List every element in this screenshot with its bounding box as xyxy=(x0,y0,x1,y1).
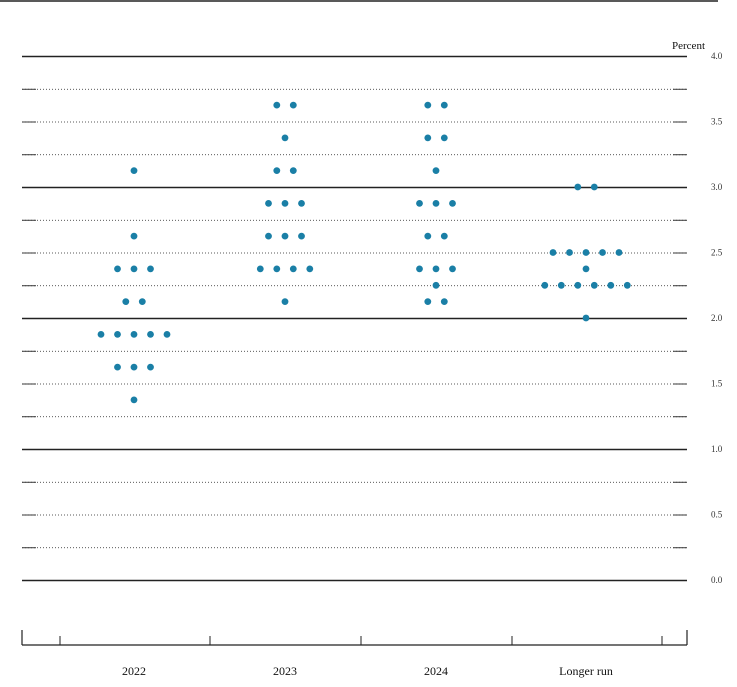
x-axis-category-labels: 2022 2023 2024 Longer run xyxy=(122,664,613,678)
dot-point xyxy=(590,183,598,191)
dot-point xyxy=(130,363,138,371)
dot-point xyxy=(289,101,297,109)
dot-point xyxy=(582,265,590,273)
dot-point xyxy=(114,363,121,371)
dot-point xyxy=(130,232,138,240)
dots xyxy=(97,101,631,404)
dot-point xyxy=(424,298,432,305)
dot-point xyxy=(615,249,623,256)
dot-point xyxy=(256,265,264,273)
dot-point xyxy=(440,298,448,305)
dot-point xyxy=(582,314,590,322)
dot-point xyxy=(289,265,297,273)
dot-point xyxy=(416,265,423,273)
y-tick-label: 2.0 xyxy=(711,313,723,323)
dot-point xyxy=(549,249,557,256)
dot-point xyxy=(416,200,423,207)
dot-point xyxy=(557,281,565,289)
dot-point xyxy=(306,265,314,273)
dot-point xyxy=(599,249,606,256)
dot-point xyxy=(163,331,171,338)
y-axis-tick-labels: 0.0 0.5 1.0 1.5 2.0 2.5 3.0 3.5 4.0 xyxy=(711,51,723,585)
dot-point xyxy=(424,134,432,142)
dot-point xyxy=(147,265,154,273)
dot-point xyxy=(130,396,138,404)
dot-point xyxy=(273,101,281,109)
dot-point xyxy=(574,183,582,191)
dot-point xyxy=(289,167,297,175)
dot-point xyxy=(273,265,281,273)
dot-point xyxy=(440,101,448,109)
dot-point xyxy=(432,200,440,207)
y-tick-label: 3.0 xyxy=(711,182,723,192)
dot-point xyxy=(582,249,590,256)
dot-point xyxy=(281,232,289,240)
dot-point xyxy=(449,200,456,207)
y-axis-unit-label: Percent xyxy=(672,40,705,52)
y-tick-label: 0.0 xyxy=(711,575,723,585)
y-tick-label: 1.0 xyxy=(711,444,723,454)
dot-point xyxy=(432,167,440,175)
dot-point xyxy=(432,265,440,273)
dot-point xyxy=(130,265,138,273)
dot-point xyxy=(281,134,289,142)
dot-point xyxy=(623,281,631,289)
dot-point xyxy=(130,331,138,338)
dot-point xyxy=(424,101,432,109)
x-category-label: 2022 xyxy=(122,664,146,678)
dot-point xyxy=(607,281,615,289)
y-tick-label: 3.5 xyxy=(711,117,723,127)
dot-point xyxy=(566,249,573,256)
y-tick-label: 4.0 xyxy=(711,51,723,61)
x-category-label: Longer run xyxy=(559,664,613,678)
dot-point xyxy=(281,200,289,207)
y-tick-label: 2.5 xyxy=(711,248,723,258)
y-tick-label: 1.5 xyxy=(711,379,723,389)
dot-point xyxy=(449,265,456,273)
dot-point xyxy=(97,331,105,338)
dot-point xyxy=(440,134,448,142)
dot-point xyxy=(281,298,289,305)
dot-point xyxy=(114,265,121,273)
x-category-label: 2023 xyxy=(273,664,297,678)
x-category-label: 2024 xyxy=(424,664,448,678)
dot-point xyxy=(541,281,549,289)
dot-point xyxy=(432,281,440,289)
dot-point xyxy=(265,232,272,240)
dot-point xyxy=(298,232,305,240)
x-axis xyxy=(21,630,688,646)
dot-point xyxy=(424,232,432,240)
dot-point xyxy=(114,331,121,338)
dot-point xyxy=(138,298,146,305)
dot-point xyxy=(265,200,272,207)
dot-point xyxy=(590,281,598,289)
dot-point xyxy=(122,298,130,305)
dot-point xyxy=(574,281,582,289)
dot-point xyxy=(273,167,281,175)
dot-point xyxy=(298,200,305,207)
dot-point xyxy=(130,167,138,175)
dot-point xyxy=(147,363,154,371)
y-tick-label: 0.5 xyxy=(711,510,723,520)
dot-point xyxy=(440,232,448,240)
dot-point xyxy=(147,331,154,338)
